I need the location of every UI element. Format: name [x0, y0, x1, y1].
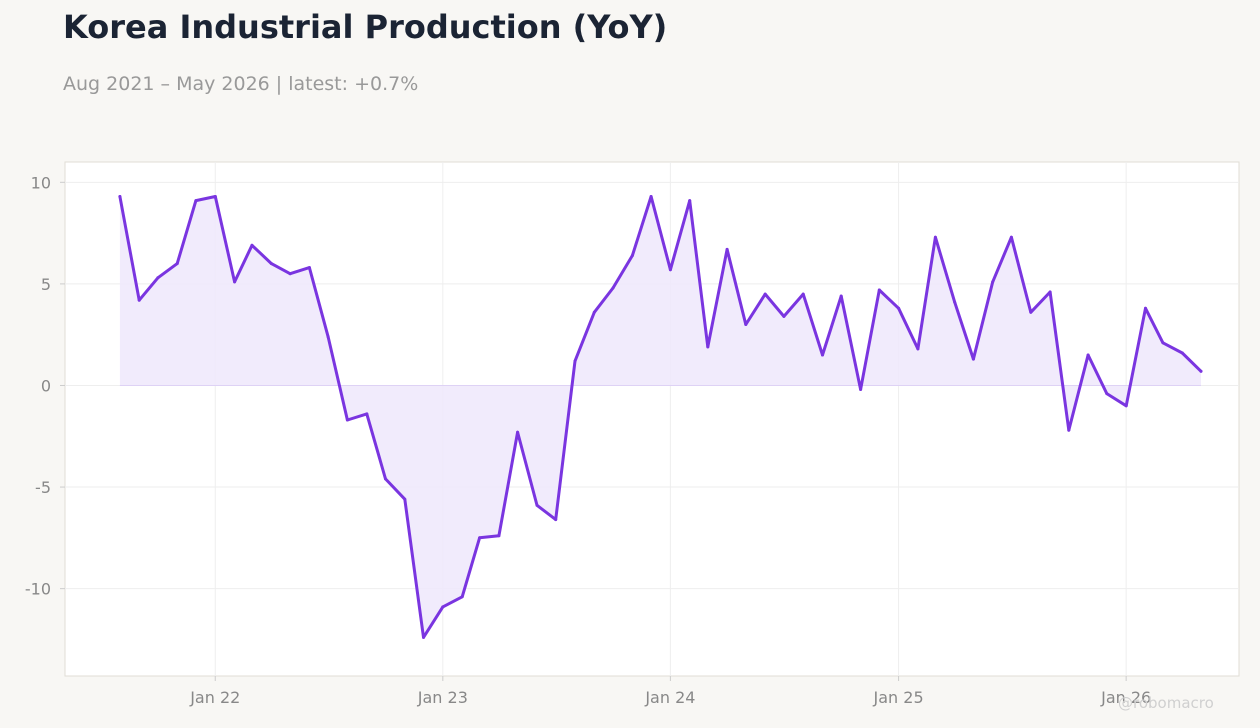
data-point — [1199, 369, 1203, 373]
data-point — [991, 280, 995, 284]
series-polyline — [118, 195, 1203, 639]
data-point — [118, 195, 122, 198]
data-point — [326, 335, 330, 339]
data-point — [1161, 341, 1165, 345]
data-point — [422, 635, 425, 639]
data-point — [763, 292, 767, 296]
x-tick-label: Jan 25 — [873, 688, 924, 707]
data-point — [706, 345, 710, 349]
data-point — [782, 314, 786, 318]
x-axis-ticks: Jan 22 Jan 23 Jan 24 Jan 25 Jan 26 — [189, 676, 1151, 707]
data-point — [478, 536, 482, 540]
data-point — [535, 503, 539, 507]
data-point — [403, 497, 407, 501]
x-tick-label: Jan 22 — [189, 688, 240, 707]
data-points — [118, 195, 1203, 639]
data-point — [460, 595, 464, 599]
data-point — [554, 518, 558, 522]
data-point — [744, 323, 748, 326]
data-point — [516, 430, 520, 434]
y-tick-label: 10 — [31, 173, 51, 192]
area-fill — [119, 196, 1201, 638]
data-point — [1029, 310, 1033, 314]
data-point — [1067, 428, 1071, 432]
data-point — [1009, 235, 1013, 239]
data-point — [1048, 290, 1052, 294]
data-point — [649, 195, 653, 198]
chart-title: Korea Industrial Production (YoY) — [63, 8, 668, 46]
data-point — [175, 262, 179, 266]
data-point — [156, 276, 160, 280]
series-line — [118, 195, 1203, 639]
chart-subtitle: Aug 2021 – May 2026 | latest: +0.7% — [63, 73, 419, 95]
data-point — [821, 353, 824, 357]
data-point — [725, 247, 729, 251]
y-tick-label: -5 — [35, 478, 51, 497]
data-point — [497, 534, 501, 538]
data-point — [1180, 351, 1184, 355]
data-point — [307, 266, 311, 270]
data-point — [933, 235, 937, 239]
data-point — [897, 306, 901, 310]
data-point — [688, 199, 692, 203]
data-point — [365, 412, 369, 416]
data-point — [213, 195, 217, 198]
data-point — [630, 254, 634, 257]
data-point — [1105, 392, 1109, 396]
data-point — [573, 359, 577, 363]
data-point — [859, 388, 863, 391]
data-point — [953, 300, 957, 304]
x-tick-label: Jan 24 — [644, 688, 695, 707]
data-point — [1144, 306, 1147, 310]
data-point — [194, 199, 198, 203]
data-point — [839, 294, 843, 298]
x-tick-label: Jan 26 — [1100, 688, 1151, 707]
data-point — [269, 262, 273, 266]
y-axis-ticks: 10 5 0 -5 -10 — [25, 173, 65, 599]
data-point — [1086, 353, 1090, 357]
data-point — [611, 286, 615, 290]
data-point — [668, 268, 672, 272]
data-point — [877, 288, 881, 292]
data-point — [1124, 404, 1128, 408]
x-tick-label: Jan 23 — [417, 688, 468, 707]
data-point — [592, 310, 596, 314]
watermark: @robomacro — [1118, 694, 1214, 712]
area-shape — [119, 196, 1201, 638]
y-tick-label: 0 — [41, 376, 51, 395]
y-tick-label: 5 — [41, 275, 51, 294]
data-point — [288, 272, 292, 276]
data-point — [971, 357, 975, 361]
data-point — [916, 347, 920, 351]
data-point — [441, 605, 445, 609]
data-point — [233, 280, 237, 284]
data-point — [801, 292, 805, 296]
data-point — [250, 243, 254, 247]
data-point — [384, 477, 387, 481]
y-tick-label: -10 — [25, 580, 51, 599]
data-point — [137, 298, 141, 302]
data-point — [345, 418, 349, 422]
